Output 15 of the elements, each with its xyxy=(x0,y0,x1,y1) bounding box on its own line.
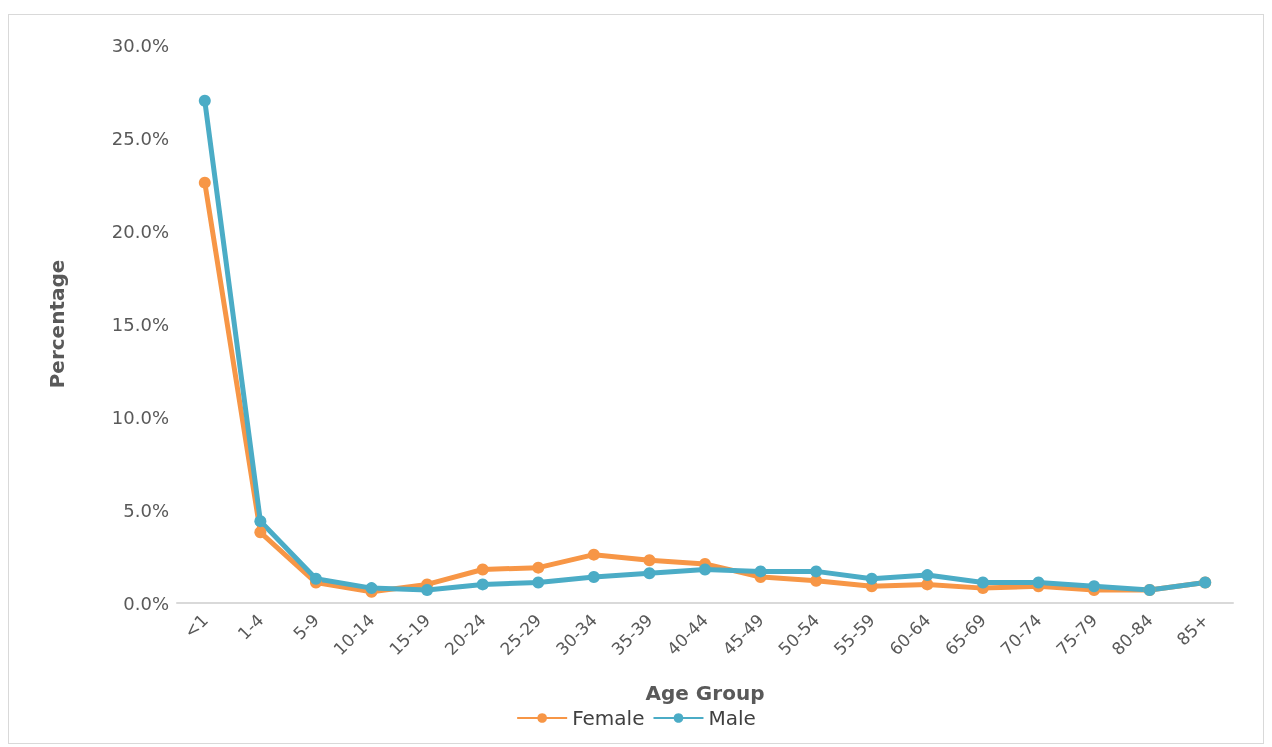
y-tick-label: 15.0% xyxy=(111,313,169,335)
y-tick-label: 25.0% xyxy=(111,127,169,149)
x-tick-label: 5-9 xyxy=(289,609,324,644)
y-tick-label: 0.0% xyxy=(123,592,169,614)
y-tick-label: 20.0% xyxy=(111,220,169,242)
legend-label: Male xyxy=(708,706,756,730)
x-axis-title: Age Group xyxy=(645,681,765,705)
y-tick-label: 30.0% xyxy=(111,34,169,56)
x-tick-label: <1 xyxy=(180,609,212,642)
y-tick-label: 5.0% xyxy=(123,499,169,521)
y-axis-title: Percentage xyxy=(45,259,69,389)
legend-label: Female xyxy=(572,706,645,730)
x-tick-label: 85+ xyxy=(1172,609,1213,650)
y-tick-label: 10.0% xyxy=(111,406,169,428)
x-tick-label: 1-4 xyxy=(233,609,268,644)
